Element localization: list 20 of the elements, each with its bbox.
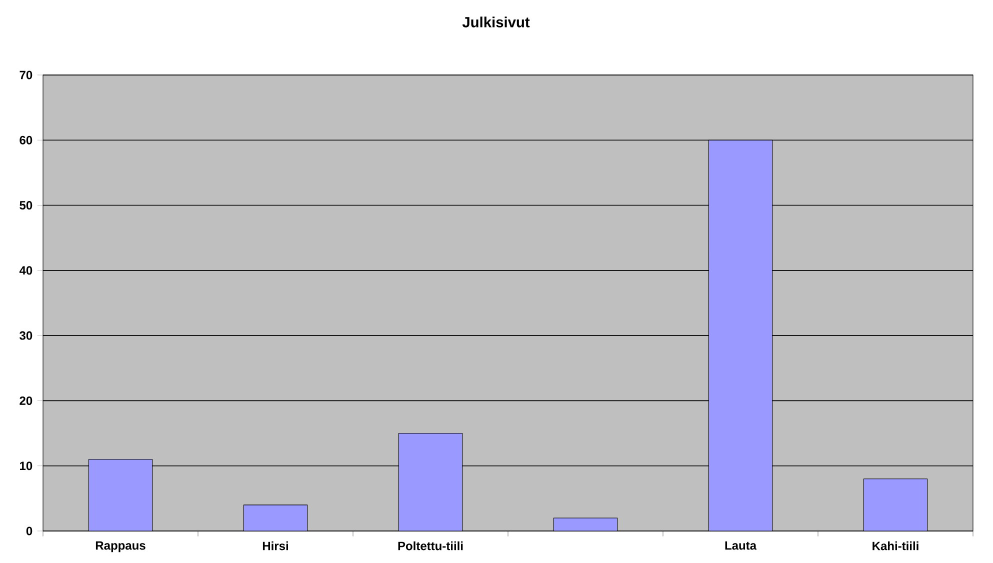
x-tick-label: Hirsi bbox=[262, 541, 288, 550]
bar bbox=[708, 140, 773, 531]
y-tick-label: 70 bbox=[20, 70, 32, 80]
bar bbox=[243, 504, 308, 531]
x-tick-label: Rappaus bbox=[96, 541, 146, 552]
x-tick-label: Poltettu-tiili bbox=[398, 541, 463, 550]
chart-title: Julkisivut bbox=[462, 16, 530, 28]
y-tick-label: 50 bbox=[20, 201, 32, 210]
y-tick-label: 40 bbox=[19, 266, 32, 275]
y-tick-label: 10 bbox=[20, 462, 32, 470]
y-tick-label: 60 bbox=[20, 136, 32, 144]
bar bbox=[554, 518, 618, 531]
y-tick-label: 30 bbox=[20, 331, 32, 340]
x-tick-label: Lauta bbox=[725, 541, 757, 550]
bar bbox=[398, 433, 463, 531]
bar bbox=[863, 478, 928, 531]
y-tick-label: 0 bbox=[26, 526, 32, 536]
y-tick-label: 20 bbox=[20, 396, 32, 405]
bar bbox=[88, 459, 153, 531]
x-tick-label: Kahi-tiili bbox=[872, 541, 918, 550]
